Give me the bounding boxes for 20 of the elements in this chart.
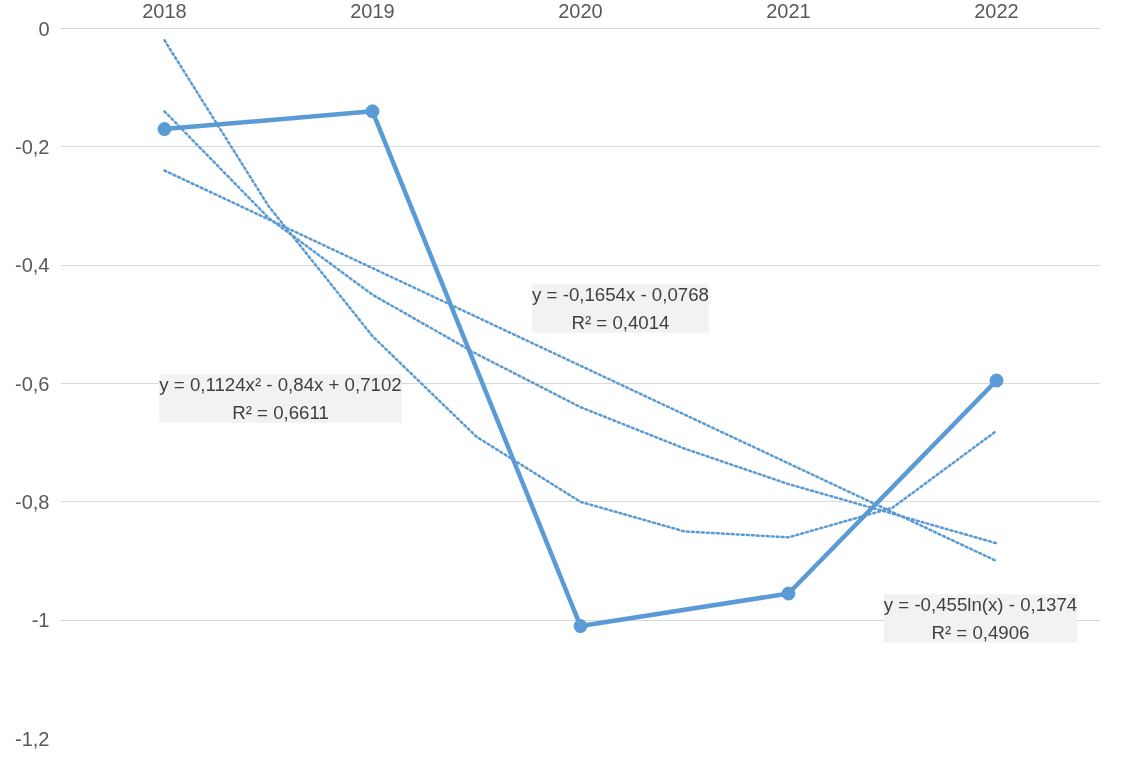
y-tick-label: 0 [38,17,50,40]
y-tick-label: -0,4 [15,254,50,277]
annotation: y = -0,455ln(x) - 0,1374 R² = 0,4906 [883,594,1078,643]
x-tick-label: 2022 [974,0,1019,22]
x-tick-label: 2018 [142,0,187,22]
annotation: y = -0,1654x - 0,0768 R² = 0,4014 [532,284,709,333]
point [573,619,588,634]
point [781,586,796,601]
x-tick-label: 2021 [766,0,811,22]
point [365,104,380,119]
annotation: y = 0,1124x² - 0,84x + 0,7102 R² = 0,6611 [159,374,402,423]
y-tick-label: -1,2 [15,727,50,750]
y-tick-label: -0,6 [15,372,50,395]
point [157,122,172,137]
point [989,373,1004,388]
x-tick-label: 2019 [350,0,395,22]
y-tick-label: -0,8 [15,490,50,513]
y-tick-label: -0,2 [15,135,50,158]
y-tick-label: -1 [31,609,50,632]
x-tick-label: 2020 [558,0,603,22]
